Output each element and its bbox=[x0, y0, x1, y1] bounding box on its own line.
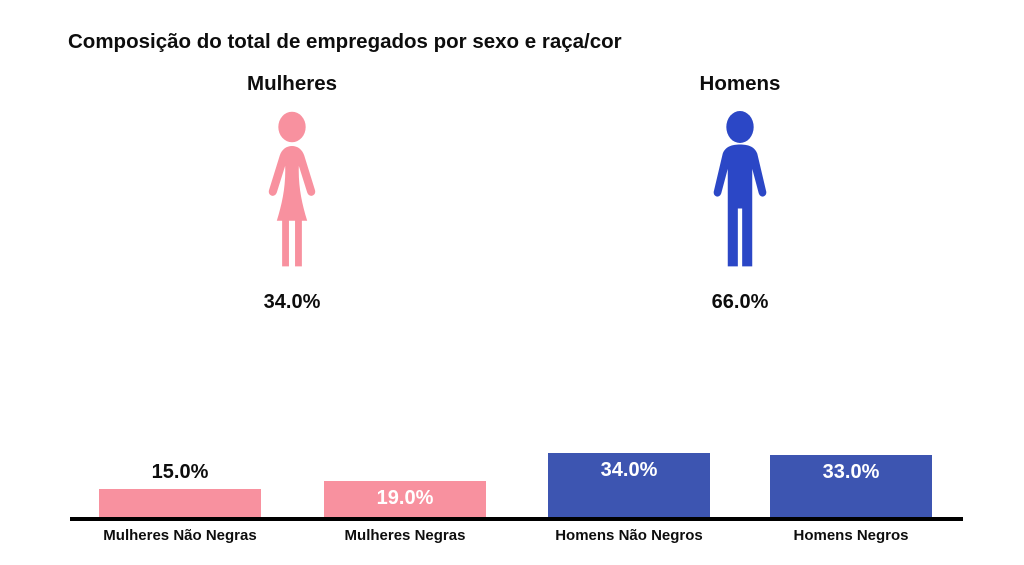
bar-mulheres-negras bbox=[324, 481, 486, 517]
x-axis-line bbox=[70, 517, 963, 521]
bar-homens-negros bbox=[770, 455, 932, 517]
pictogram-label-mulheres: Mulheres bbox=[247, 72, 337, 95]
pictogram-value-mulheres: 34.0% bbox=[263, 291, 321, 313]
pictogram-label-homens: Homens bbox=[699, 72, 781, 95]
bar-homens-nao-negros bbox=[548, 453, 710, 517]
bar-category-label-mulheres-nao-negras: Mulheres Não Negras bbox=[103, 527, 257, 544]
female-icon bbox=[268, 111, 316, 267]
bar-value-label-homens-nao-negros: 34.0% bbox=[600, 459, 658, 481]
bar-value-label-mulheres-nao-negras: 15.0% bbox=[151, 461, 209, 483]
bar-value-label-homens-negros: 33.0% bbox=[822, 461, 880, 483]
bar-category-label-homens-negros: Homens Negros bbox=[793, 527, 909, 544]
male-icon bbox=[713, 111, 767, 267]
bar-category-label-homens-nao-negros: Homens Não Negros bbox=[555, 527, 703, 544]
pictogram-mulheres: Mulheres 34.0% bbox=[207, 72, 377, 313]
bar-value-label-mulheres-negras: 19.0% bbox=[376, 487, 434, 509]
page-title: Composição do total de empregados por se… bbox=[68, 30, 622, 53]
bar-mulheres-nao-negras bbox=[99, 489, 261, 517]
pictogram-homens: Homens 66.0% bbox=[655, 72, 825, 313]
pictogram-value-homens: 66.0% bbox=[711, 291, 769, 313]
bar-category-label-mulheres-negras: Mulheres Negras bbox=[344, 527, 466, 544]
